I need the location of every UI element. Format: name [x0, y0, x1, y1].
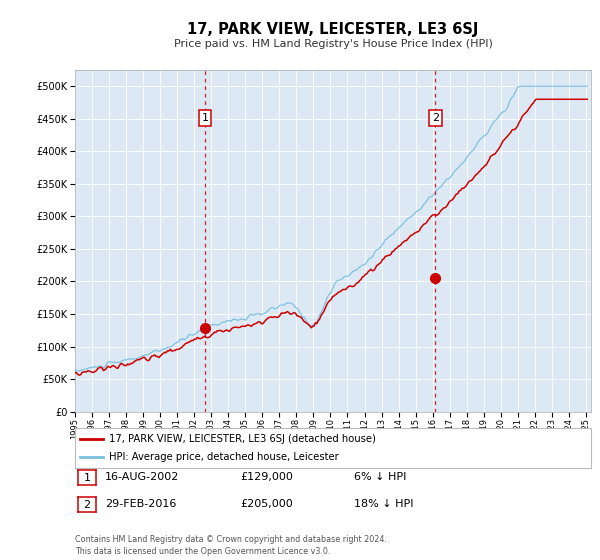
Text: 1: 1	[83, 473, 91, 483]
Text: £129,000: £129,000	[240, 472, 293, 482]
Text: 17, PARK VIEW, LEICESTER, LE3 6SJ (detached house): 17, PARK VIEW, LEICESTER, LE3 6SJ (detac…	[109, 434, 376, 444]
Text: 2: 2	[83, 500, 91, 510]
Text: 1: 1	[202, 113, 208, 123]
Text: 16-AUG-2002: 16-AUG-2002	[105, 472, 179, 482]
Text: Price paid vs. HM Land Registry's House Price Index (HPI): Price paid vs. HM Land Registry's House …	[173, 39, 493, 49]
Text: 29-FEB-2016: 29-FEB-2016	[105, 499, 176, 509]
Text: £205,000: £205,000	[240, 499, 293, 509]
Text: 2: 2	[432, 113, 439, 123]
Text: 18% ↓ HPI: 18% ↓ HPI	[354, 499, 413, 509]
Text: HPI: Average price, detached house, Leicester: HPI: Average price, detached house, Leic…	[109, 452, 338, 462]
Text: Contains HM Land Registry data © Crown copyright and database right 2024.
This d: Contains HM Land Registry data © Crown c…	[75, 535, 387, 556]
Text: 17, PARK VIEW, LEICESTER, LE3 6SJ: 17, PARK VIEW, LEICESTER, LE3 6SJ	[187, 22, 479, 38]
Text: 6% ↓ HPI: 6% ↓ HPI	[354, 472, 406, 482]
